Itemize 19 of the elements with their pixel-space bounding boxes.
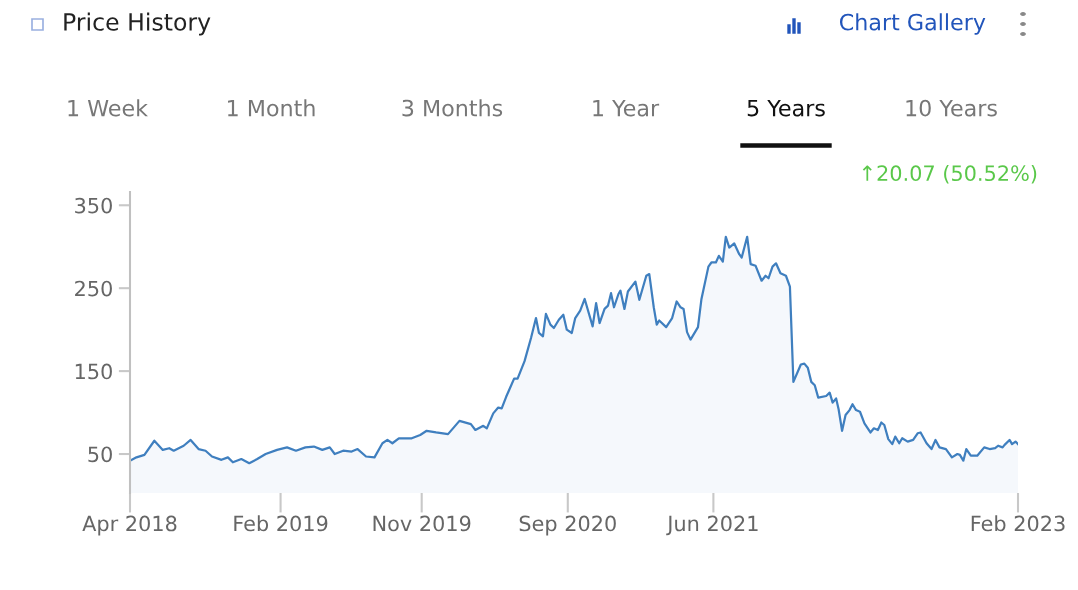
x-tick-label: Nov 2019 <box>373 515 471 532</box>
y-tick-label: 250 <box>75 280 112 297</box>
y-tick-label: 350 <box>75 197 112 214</box>
x-tick-label: Apr 2018 <box>82 515 177 536</box>
text: 1 Week <box>68 99 148 117</box>
chart-title: Price History <box>64 12 211 36</box>
y-tick-label: 150 <box>75 363 112 380</box>
x-tick-label: Jun 2021 <box>666 515 758 536</box>
text: 1 Month <box>228 99 315 117</box>
text: ↑20.07 (50.52%) <box>862 164 1037 184</box>
x-tick-label: Sep 2020 <box>519 515 616 536</box>
x-tick-label: Feb 2019 <box>234 515 328 532</box>
y-tick-label: 50 <box>88 446 112 463</box>
text: 3 Months <box>402 99 503 117</box>
text: 1 Year <box>593 99 660 117</box>
text: Chart Gallery <box>839 13 986 35</box>
text: 10 Years <box>906 99 997 117</box>
text: 5 Years <box>747 99 825 117</box>
x-tick-label: Feb 2023 <box>971 515 1065 532</box>
